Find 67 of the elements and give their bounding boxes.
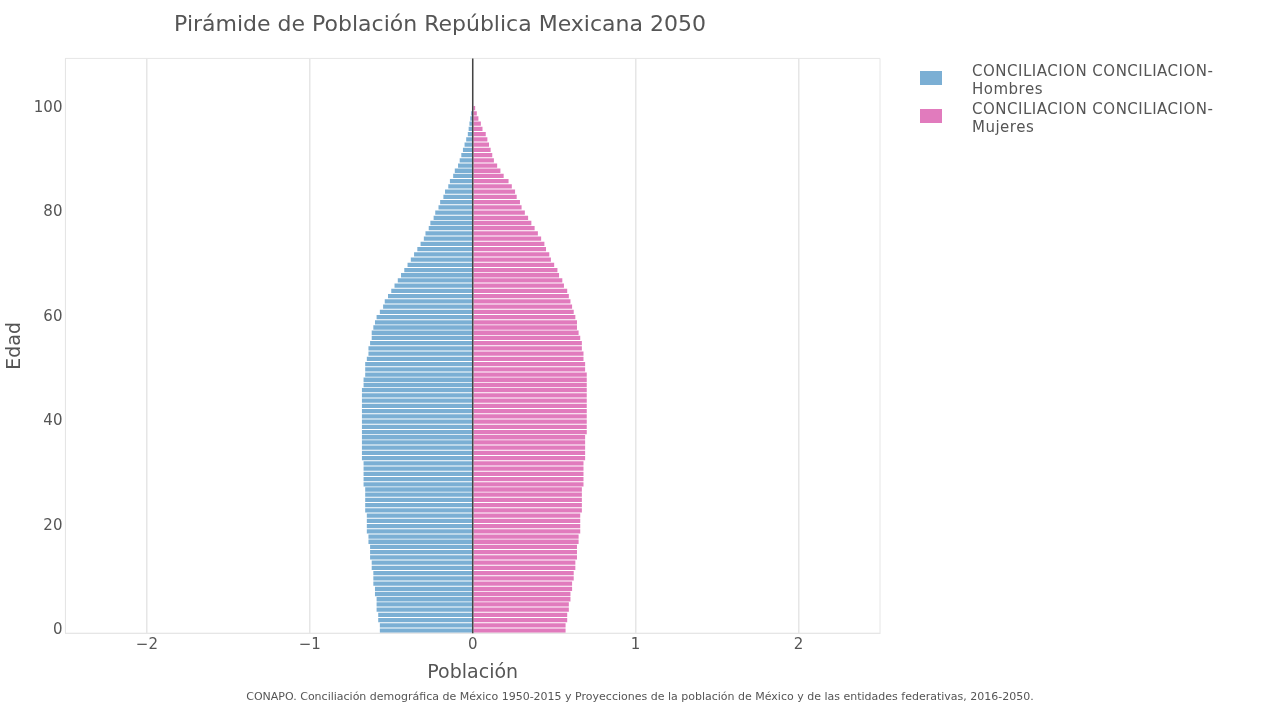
bar	[473, 612, 568, 618]
bar	[363, 476, 472, 482]
bar	[473, 288, 568, 294]
bar	[473, 450, 586, 456]
bar	[473, 126, 483, 132]
chart-title: Pirámide de Población República Mexicana 2050	[174, 10, 706, 36]
bar	[361, 403, 472, 409]
bar	[473, 220, 532, 226]
bar	[453, 173, 472, 179]
bar	[361, 450, 472, 456]
x-tick-label: −1	[298, 635, 321, 654]
bar	[374, 591, 472, 597]
bar	[378, 612, 472, 618]
bar	[461, 152, 472, 158]
bar	[404, 267, 472, 273]
bar	[473, 241, 545, 247]
y-tick-label: 100	[33, 97, 63, 116]
bar	[473, 408, 587, 414]
bar	[365, 497, 472, 503]
bar	[473, 199, 520, 205]
bar	[473, 403, 587, 409]
bar	[473, 591, 571, 597]
legend-label: CONCILIACION CONCILIACION-Hombres	[972, 62, 1215, 98]
bar	[473, 152, 493, 158]
bar	[473, 497, 582, 503]
bar	[366, 523, 472, 529]
bar	[473, 429, 587, 435]
y-tick-label: 40	[43, 411, 63, 430]
bar	[373, 570, 472, 576]
bar	[430, 220, 472, 226]
bar	[473, 523, 581, 529]
y-tick-label: 60	[43, 306, 63, 325]
x-tick-label: 2	[793, 635, 804, 654]
bar	[370, 544, 472, 550]
y-tick-label: 20	[43, 515, 63, 534]
x-tick-label: 1	[630, 635, 641, 654]
y-tick-label: 0	[52, 620, 63, 639]
y-tick-label: 80	[43, 202, 63, 221]
bar	[473, 570, 574, 576]
y-axis-title: Edad	[2, 321, 25, 370]
bar	[473, 382, 587, 388]
bar	[473, 335, 581, 341]
x-axis-title: Población	[427, 659, 519, 682]
bar	[473, 314, 576, 320]
bar	[443, 194, 472, 200]
bar	[361, 408, 472, 414]
bar	[361, 429, 472, 435]
bar	[417, 246, 472, 252]
bar	[363, 382, 472, 388]
bar	[371, 335, 472, 341]
bar	[365, 361, 472, 367]
text: CONAPO. Conciliación demográfica de México 1950-2015 y Proyecciones de la población de México y de las entidades federativas, 2016-2050.	[245, 690, 1035, 703]
bar	[473, 194, 517, 200]
legend-label: CONCILIACION CONCILIACION-Mujeres	[972, 100, 1215, 136]
bar	[473, 544, 577, 550]
bar	[473, 246, 547, 252]
bar	[440, 199, 472, 205]
bar	[420, 241, 472, 247]
x-tick-label: 0	[467, 635, 478, 654]
bar	[473, 476, 584, 482]
bar	[473, 565, 576, 571]
x-tick-label: −2	[135, 635, 158, 654]
bar	[391, 288, 472, 294]
bar	[473, 267, 558, 273]
bar	[473, 361, 586, 367]
bar	[376, 314, 472, 320]
bar	[371, 565, 472, 571]
